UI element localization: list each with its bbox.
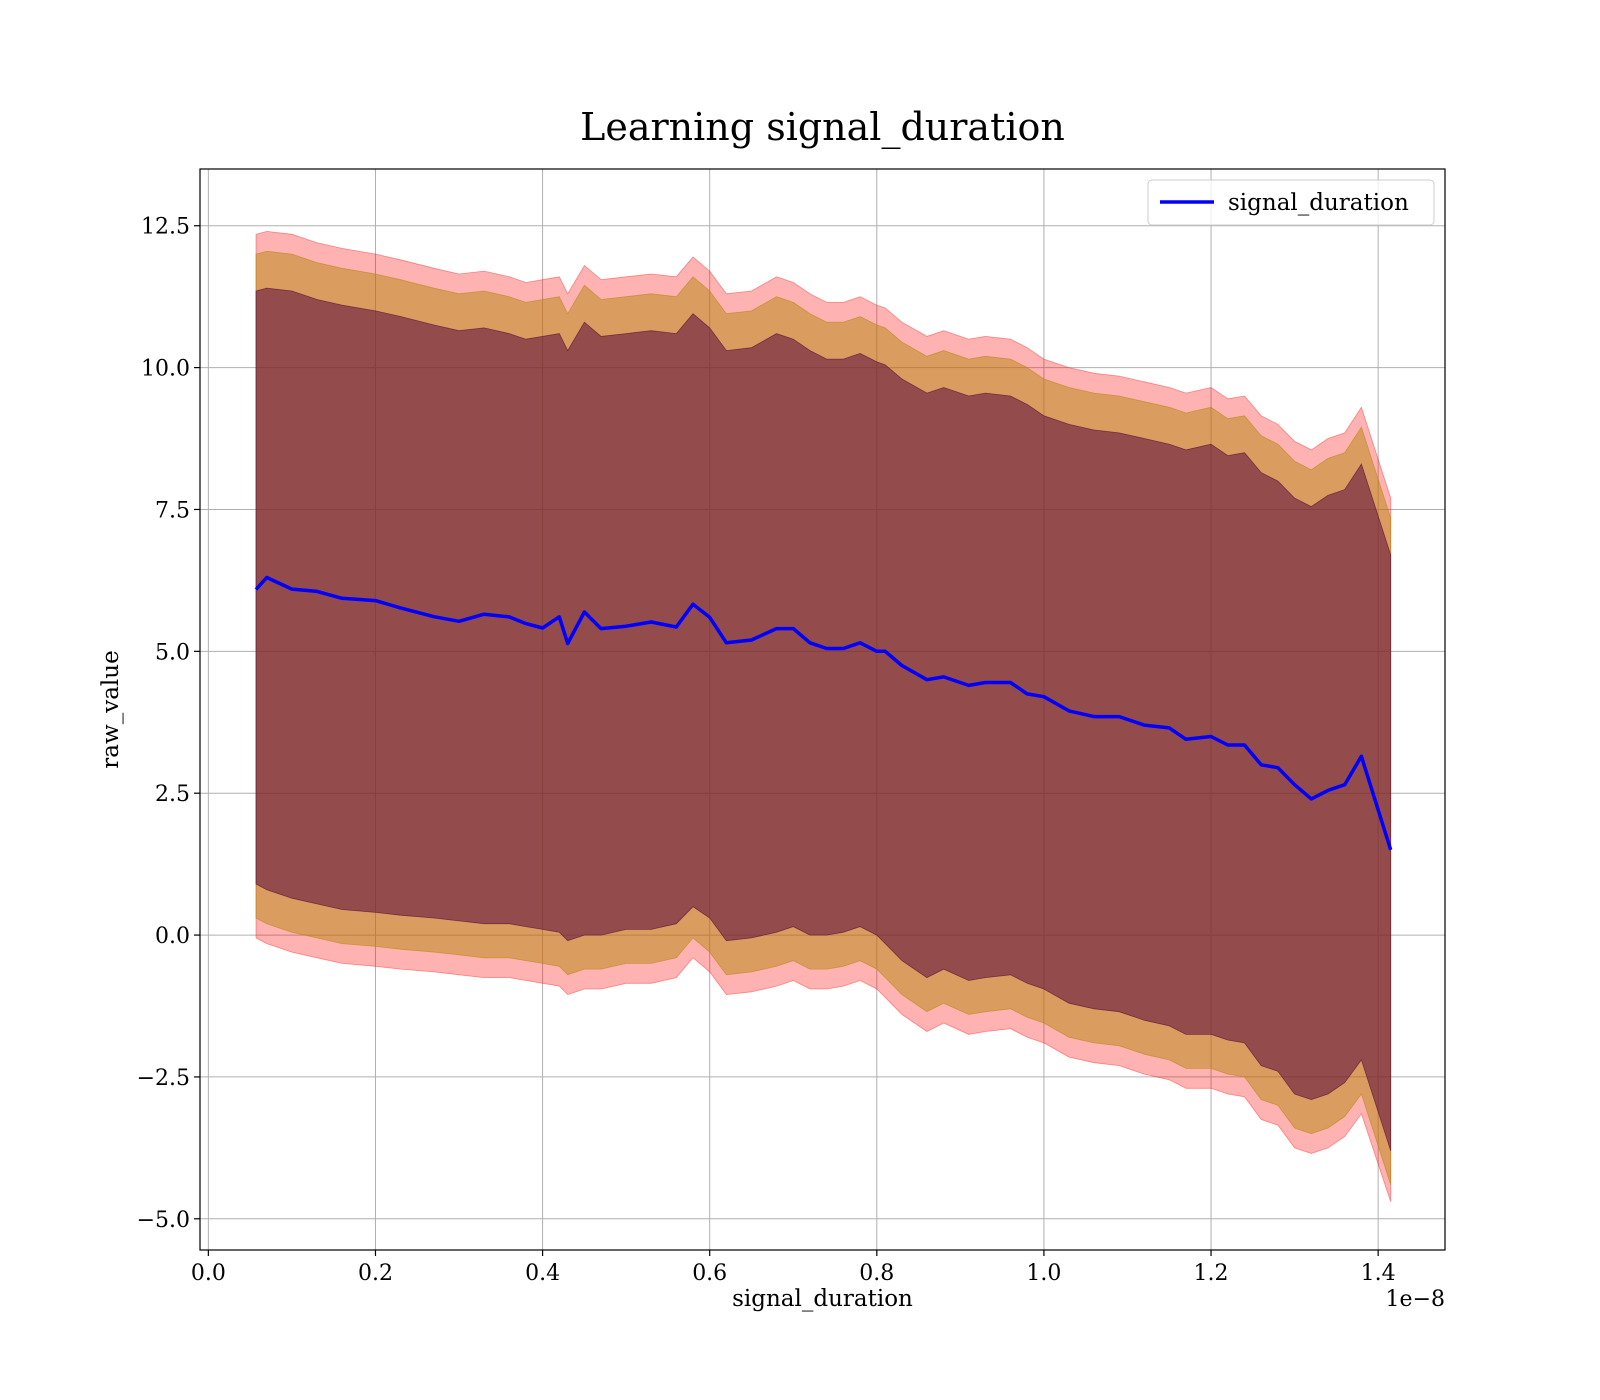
axis-ticks: 0.0 0.2 0.4 0.6 0.8 1.0 1.2 1.4 −5.0 −2.5 0.0 2.5 5.… bbox=[137, 215, 1396, 1286]
legend-entry-label: signal_duration bbox=[1228, 190, 1409, 216]
y-tick-label: −5.0 bbox=[137, 1208, 190, 1233]
y-tick-label: 7.5 bbox=[155, 498, 190, 523]
y-tick-label: 5.0 bbox=[155, 640, 190, 665]
x-tick-label: 0.2 bbox=[358, 1261, 393, 1286]
y-tick-label: 0.0 bbox=[155, 924, 190, 949]
x-tick-label: 1.2 bbox=[1194, 1261, 1229, 1286]
series-lines bbox=[254, 575, 1393, 851]
series-line-signal-duration bbox=[254, 575, 1393, 851]
x-tick-label: 0.4 bbox=[525, 1261, 560, 1286]
y-tick-label: 12.5 bbox=[141, 215, 190, 240]
band-inner bbox=[255, 287, 1392, 1151]
x-tick-label: 0.6 bbox=[692, 1261, 727, 1286]
legend-box bbox=[1147, 179, 1435, 226]
y-tick-label: 10.0 bbox=[141, 357, 190, 382]
y-tick-label: −2.5 bbox=[137, 1066, 190, 1091]
x-tick-label: 0.0 bbox=[191, 1261, 226, 1286]
legend: signal_duration bbox=[1147, 179, 1435, 226]
chart-title: Learning signal_duration bbox=[580, 105, 1065, 150]
x-tick-label: 1.0 bbox=[1026, 1261, 1061, 1286]
x-tick-label: 1.4 bbox=[1361, 1261, 1396, 1286]
y-axis-label: raw_value bbox=[98, 650, 124, 768]
y-tick-label: 2.5 bbox=[155, 782, 190, 807]
confidence-bands bbox=[255, 230, 1392, 1202]
plot-frame bbox=[199, 168, 1446, 1251]
x-tick-label: 0.8 bbox=[859, 1261, 894, 1286]
x-axis-offset-label: 1e−8 bbox=[1386, 1287, 1445, 1312]
x-axis-label: signal_duration bbox=[732, 1286, 913, 1312]
